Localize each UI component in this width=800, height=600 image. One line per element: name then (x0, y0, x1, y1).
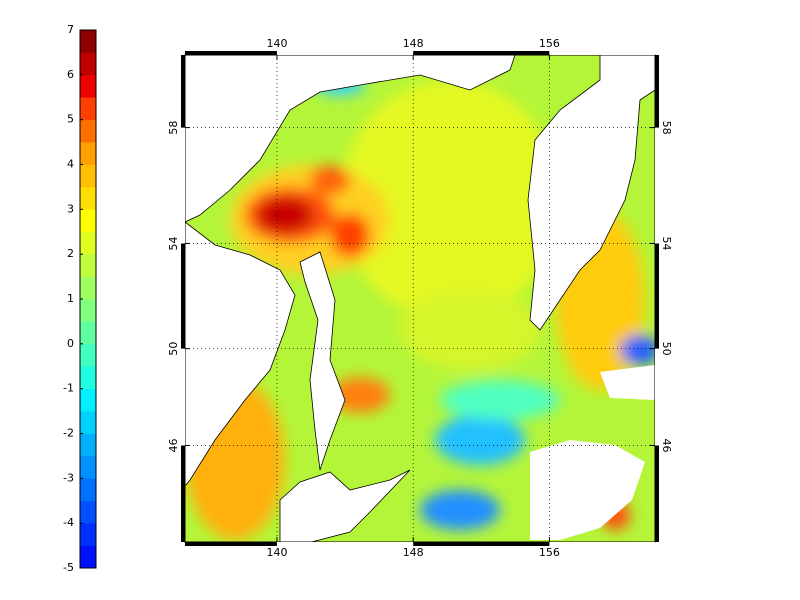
colorbar-segment (80, 523, 96, 546)
colorbar-segment (80, 321, 96, 345)
colorbar-tick-label: 3 (67, 202, 74, 215)
x-tick-label: 140 (266, 546, 287, 559)
colorbar-segment (80, 276, 96, 300)
colorbar-tick-label: 5 (67, 113, 74, 126)
colorbar-segment (80, 478, 96, 502)
colorbar-tick-label: -5 (63, 561, 74, 574)
x-tick-label: 148 (403, 37, 424, 50)
colorbar-segment (80, 97, 96, 120)
colorbar-segment (80, 74, 96, 98)
colorbar-segment (80, 455, 96, 479)
y-tick-label: 58 (660, 121, 673, 135)
colorbar-segment (80, 500, 96, 524)
anomaly-field (185, 55, 655, 542)
colorbar-tick-label: 2 (67, 247, 74, 260)
y-tick-label: 58 (167, 121, 180, 135)
colorbar-segment (80, 366, 96, 389)
colorbar-tick-label: -3 (63, 471, 74, 484)
x-tick-label: 140 (266, 37, 287, 50)
colorbar-segment (80, 142, 96, 165)
colorbar-tick-label: -1 (63, 382, 74, 395)
colorbar-tick-label: -2 (63, 427, 74, 440)
colorbar-segment (80, 30, 96, 53)
x-tick-label: 148 (403, 546, 424, 559)
land (185, 55, 655, 542)
colorbar-tick-label: 1 (67, 292, 74, 305)
colorbar-segment (80, 411, 96, 434)
colorbar-tick-label: 6 (67, 68, 74, 81)
colorbar-segment (80, 388, 96, 412)
colorbar-tick-label: -4 (63, 516, 74, 529)
x-tick-label: 156 (539, 546, 560, 559)
y-tick-label: 54 (167, 236, 180, 250)
colorbar-segment (80, 52, 96, 76)
x-tick-label: 156 (539, 37, 560, 50)
y-tick-label: 54 (660, 236, 673, 250)
y-tick-label: 46 (660, 438, 673, 452)
colorbar-segment (80, 299, 96, 322)
colorbar-segment (80, 186, 96, 210)
y-tick-label: 50 (660, 342, 673, 356)
colorbar-segment (80, 119, 96, 143)
colorbar-segment (80, 343, 96, 367)
colorbar-tick-label: 4 (67, 158, 74, 171)
colorbar-segment (80, 545, 96, 569)
y-tick-label: 50 (167, 342, 180, 356)
colorbar-segment (80, 164, 96, 188)
y-tick-label: 46 (167, 438, 180, 452)
colorbar-segment (80, 209, 96, 233)
colorbar-tick-label: 7 (67, 23, 74, 36)
colorbar-tick-label: 0 (67, 337, 74, 350)
colorbar-segment (80, 254, 96, 277)
colorbar-segment (80, 433, 96, 457)
colorbar-segment (80, 231, 96, 255)
